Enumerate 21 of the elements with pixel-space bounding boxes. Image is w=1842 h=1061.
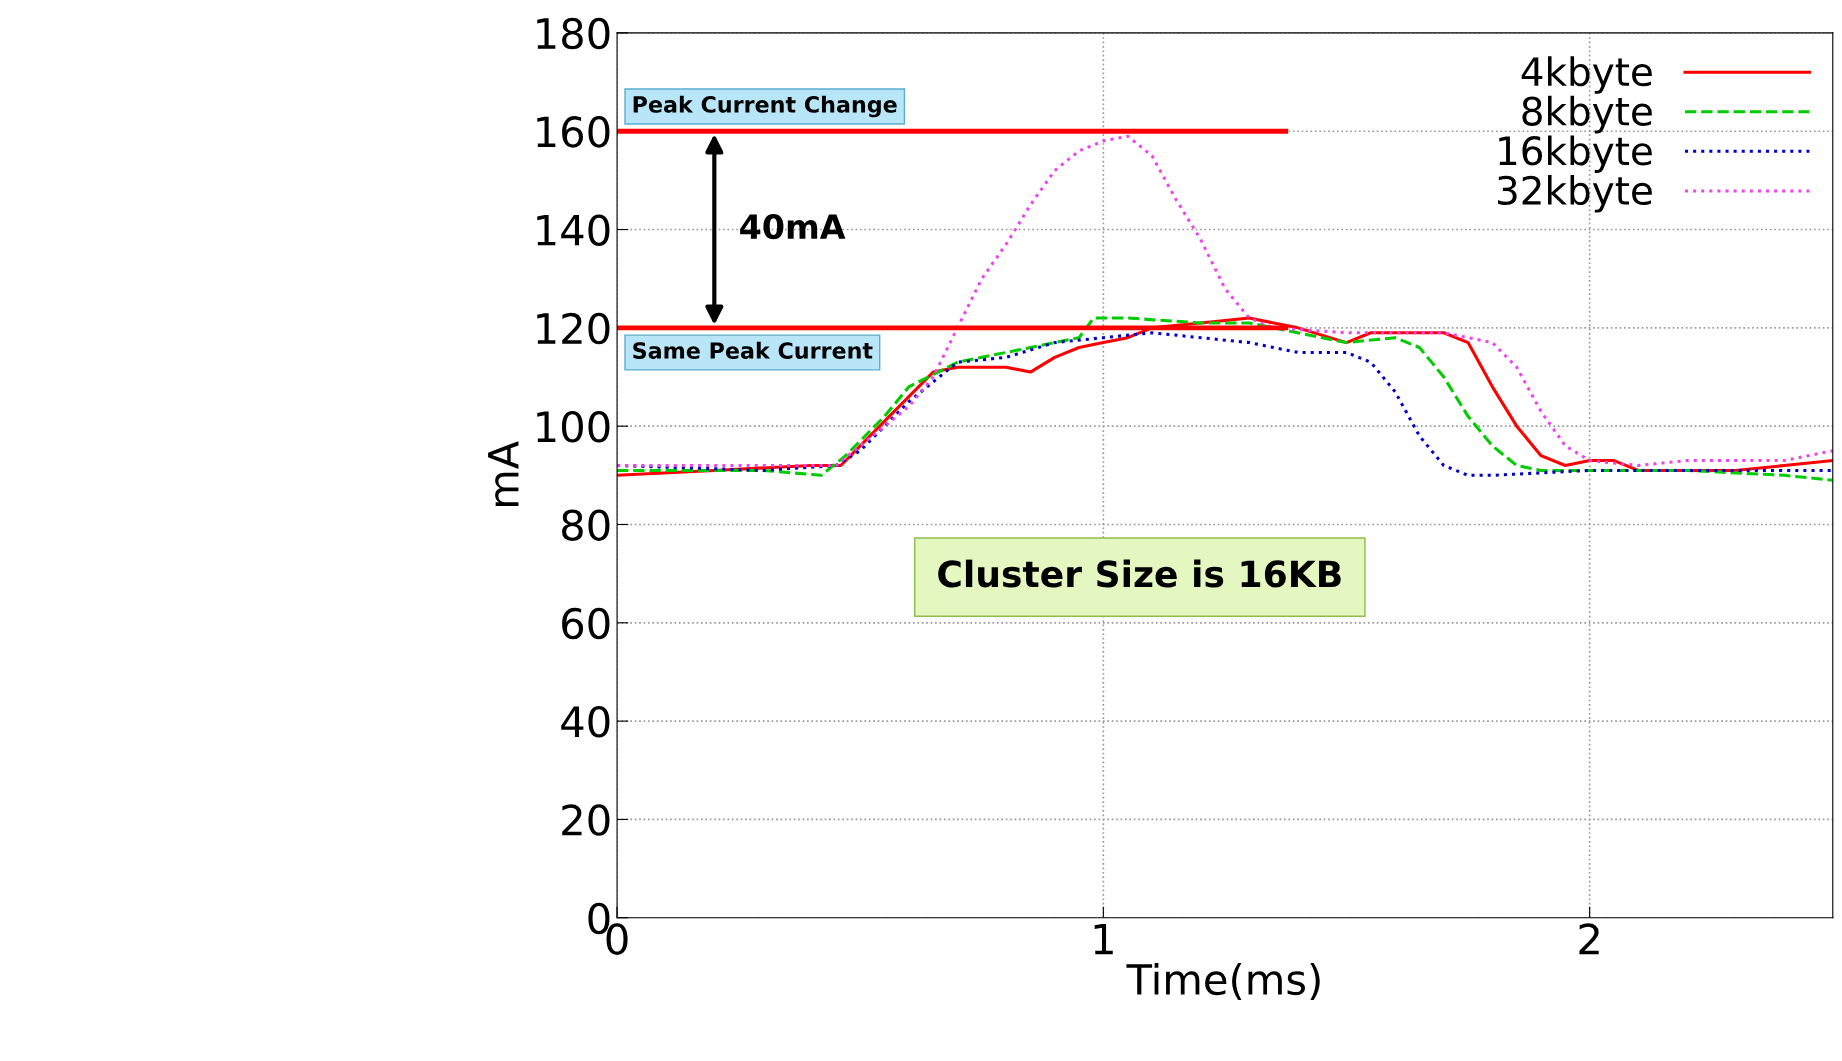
ref-line-label: Same Peak Current — [633, 341, 873, 359]
y-tick-label: 20 — [562, 804, 610, 836]
y-tick-label: 100 — [537, 411, 610, 443]
x-tick-label: 1 — [1094, 923, 1113, 955]
legend-label: 32kbyte — [1497, 174, 1652, 213]
y-axis-title: mA — [488, 441, 519, 507]
y-tick-label: 160 — [537, 116, 610, 148]
legend-label: 16kbyte — [1499, 135, 1652, 174]
legend-label: 8kbyte — [1522, 95, 1652, 134]
y-tick-label: 40 — [561, 706, 610, 738]
legend-label: 4kbyte — [1521, 56, 1652, 94]
y-tick-label: 120 — [537, 312, 610, 345]
x-tick-label: 2 — [1579, 923, 1599, 955]
y-tick-label: 140 — [537, 214, 610, 246]
annotation: Cluster Size is 16KB — [938, 559, 1341, 588]
x-axis-title: Time(ms) — [1126, 962, 1320, 1001]
y-tick-label: 60 — [562, 607, 610, 640]
ref-line-label: Peak Current Change — [633, 95, 897, 118]
y-tick-label: 180 — [537, 17, 610, 50]
y-tick-label: 80 — [562, 509, 610, 541]
annotation: 40mA — [740, 213, 846, 240]
